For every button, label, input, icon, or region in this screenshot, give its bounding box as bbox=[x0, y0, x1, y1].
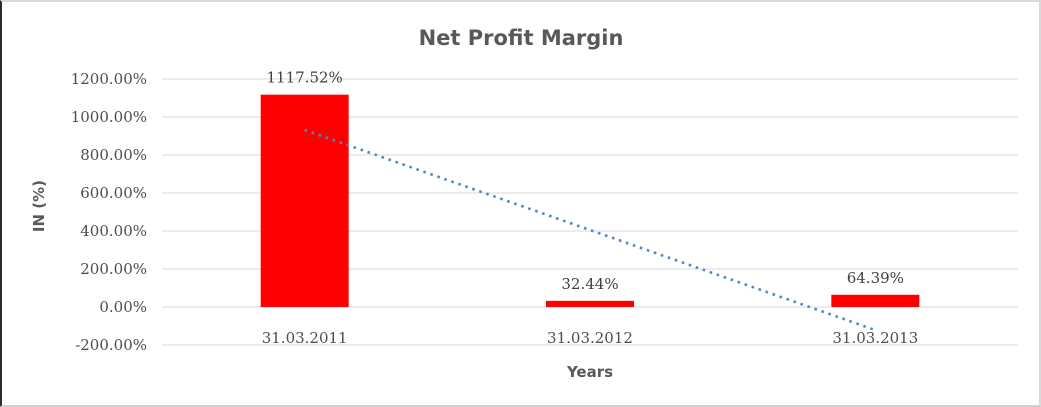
bar[interactable] bbox=[546, 300, 634, 307]
y-tick-label: 600.00% bbox=[80, 184, 147, 202]
x-category-label: 31.03.2013 bbox=[832, 329, 918, 347]
y-axis-title: IN (%) bbox=[30, 180, 48, 232]
y-tick-label: 1000.00% bbox=[71, 108, 147, 126]
x-axis-category-labels: 31.03.2011 31.03.2012 31.03.2013 bbox=[262, 329, 919, 347]
y-tick-label: 1200.00% bbox=[71, 70, 147, 88]
chart-title: Net Profit Margin bbox=[419, 26, 624, 50]
x-axis-title: Years bbox=[566, 363, 613, 381]
y-tick-label: 400.00% bbox=[80, 222, 147, 240]
y-tick-label: 200.00% bbox=[80, 260, 147, 278]
data-label: 1117.52% bbox=[267, 69, 343, 87]
data-labels-group: 1117.52% 32.44% 64.39% bbox=[267, 69, 904, 293]
bar[interactable] bbox=[260, 94, 349, 307]
y-tick-label: 800.00% bbox=[80, 146, 147, 164]
bar[interactable] bbox=[831, 294, 920, 307]
data-label: 64.39% bbox=[847, 269, 904, 287]
y-tick-label: -200.00% bbox=[75, 336, 147, 354]
x-category-label: 31.03.2011 bbox=[262, 329, 348, 347]
trendline[interactable] bbox=[304, 128, 876, 332]
y-axis-tick-labels: 1200.00% 1000.00% 800.00% 600.00% 400.00% 200… bbox=[71, 70, 147, 354]
x-category-label: 31.03.2012 bbox=[547, 329, 633, 347]
data-label: 32.44% bbox=[561, 275, 618, 293]
y-tick-label: 0.00% bbox=[99, 298, 147, 316]
trendline-group[interactable] bbox=[304, 128, 876, 332]
